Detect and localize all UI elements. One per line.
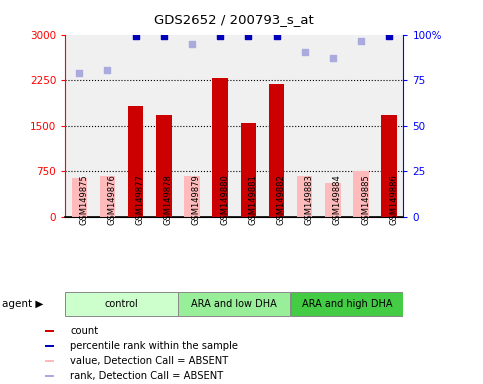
Bar (241, 123, 256, 217)
FancyBboxPatch shape (291, 292, 403, 316)
Bar (128, 106, 143, 217)
Bar (213, 78, 228, 217)
Text: GSM149884: GSM149884 (333, 174, 342, 225)
Text: GSM149878: GSM149878 (164, 174, 173, 225)
Text: GSM149876: GSM149876 (108, 174, 116, 225)
Point (357, 38, 365, 44)
Point (75, 70, 83, 76)
Bar (45, 375, 54, 377)
Point (385, 33, 393, 40)
Bar (382, 116, 397, 217)
Text: ARA and low DHA: ARA and low DHA (191, 299, 277, 309)
Text: count: count (70, 326, 98, 336)
Text: GSM149881: GSM149881 (248, 174, 257, 225)
Bar (45, 360, 54, 362)
Text: GSM149886: GSM149886 (389, 174, 398, 225)
Point (329, 55, 337, 61)
Text: rank, Detection Call = ABSENT: rank, Detection Call = ABSENT (70, 371, 223, 381)
Bar (269, 84, 284, 217)
Point (160, 33, 168, 40)
FancyBboxPatch shape (178, 292, 290, 316)
Bar (297, 176, 313, 217)
Point (188, 41, 196, 47)
Text: control: control (105, 299, 139, 309)
Bar (353, 171, 369, 217)
FancyBboxPatch shape (66, 292, 178, 316)
Text: percentile rank within the sample: percentile rank within the sample (70, 341, 238, 351)
Point (244, 33, 252, 40)
Text: agent ▶: agent ▶ (2, 299, 44, 309)
Text: GSM149885: GSM149885 (361, 174, 370, 225)
Text: GSM149877: GSM149877 (136, 174, 144, 225)
Point (132, 33, 140, 40)
Text: ARA and high DHA: ARA and high DHA (302, 299, 392, 309)
Text: GSM149882: GSM149882 (276, 174, 285, 225)
Text: GSM149880: GSM149880 (220, 174, 229, 225)
Point (104, 67, 112, 73)
Bar (325, 183, 341, 217)
Bar (45, 345, 54, 348)
Bar (45, 330, 54, 333)
Bar (99, 176, 115, 217)
Text: GSM149883: GSM149883 (305, 174, 313, 225)
Text: GDS2652 / 200793_s_at: GDS2652 / 200793_s_at (155, 13, 314, 26)
Bar (71, 178, 87, 217)
Bar (184, 175, 200, 217)
Bar (156, 115, 171, 217)
Text: GSM149875: GSM149875 (79, 174, 88, 225)
Point (216, 33, 224, 40)
Point (273, 33, 281, 40)
Text: value, Detection Call = ABSENT: value, Detection Call = ABSENT (70, 356, 228, 366)
Point (301, 48, 309, 55)
Text: GSM149879: GSM149879 (192, 174, 201, 225)
